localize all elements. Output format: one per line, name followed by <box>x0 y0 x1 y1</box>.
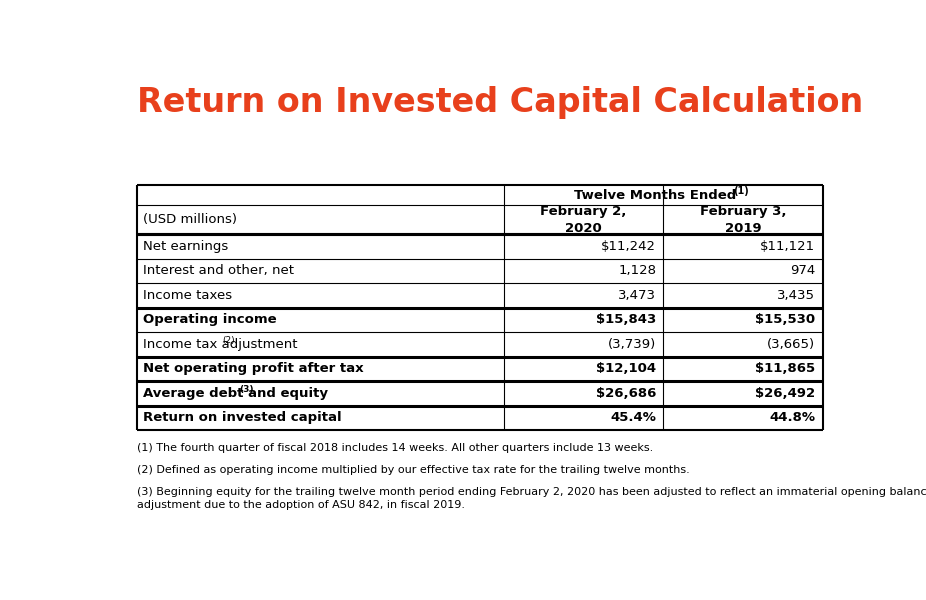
Text: 44.8%: 44.8% <box>770 412 816 424</box>
Text: (2): (2) <box>222 336 234 345</box>
Text: $12,104: $12,104 <box>596 362 657 376</box>
Text: Return on Invested Capital Calculation: Return on Invested Capital Calculation <box>137 86 864 119</box>
Text: 3,435: 3,435 <box>778 289 816 302</box>
Text: (3): (3) <box>240 385 254 394</box>
Text: $15,530: $15,530 <box>756 313 816 326</box>
Text: 1,128: 1,128 <box>619 265 657 277</box>
Text: $26,686: $26,686 <box>595 387 657 400</box>
Text: $11,121: $11,121 <box>760 240 816 253</box>
Text: Net earnings: Net earnings <box>143 240 229 253</box>
Text: $26,492: $26,492 <box>756 387 816 400</box>
Text: (3) Beginning equity for the trailing twelve month period ending February 2, 202: (3) Beginning equity for the trailing tw… <box>137 487 926 510</box>
Text: 45.4%: 45.4% <box>610 412 657 424</box>
Text: (2) Defined as operating income multiplied by our effective tax rate for the tra: (2) Defined as operating income multipli… <box>137 465 690 475</box>
Text: Income taxes: Income taxes <box>143 289 232 302</box>
Text: (1): (1) <box>733 186 749 196</box>
Text: (3,739): (3,739) <box>607 338 657 351</box>
Text: 3,473: 3,473 <box>619 289 657 302</box>
Text: $11,242: $11,242 <box>601 240 657 253</box>
Text: 974: 974 <box>790 265 816 277</box>
Text: (3,665): (3,665) <box>768 338 816 351</box>
Text: $11,865: $11,865 <box>756 362 816 376</box>
Text: Twelve Months Ended: Twelve Months Ended <box>573 189 736 202</box>
Text: $15,843: $15,843 <box>595 313 657 326</box>
Text: Return on invested capital: Return on invested capital <box>143 412 342 424</box>
Text: February 3,
2019: February 3, 2019 <box>700 205 786 235</box>
Text: February 2,
2020: February 2, 2020 <box>541 205 627 235</box>
Text: (USD millions): (USD millions) <box>143 213 237 226</box>
Text: Income tax adjustment: Income tax adjustment <box>143 338 297 351</box>
Text: Interest and other, net: Interest and other, net <box>143 265 294 277</box>
Text: Average debt and equity: Average debt and equity <box>143 387 328 400</box>
Text: Operating income: Operating income <box>143 313 277 326</box>
Text: (1) The fourth quarter of fiscal 2018 includes 14 weeks. All other quarters incl: (1) The fourth quarter of fiscal 2018 in… <box>137 443 654 453</box>
Text: Net operating profit after tax: Net operating profit after tax <box>143 362 364 376</box>
